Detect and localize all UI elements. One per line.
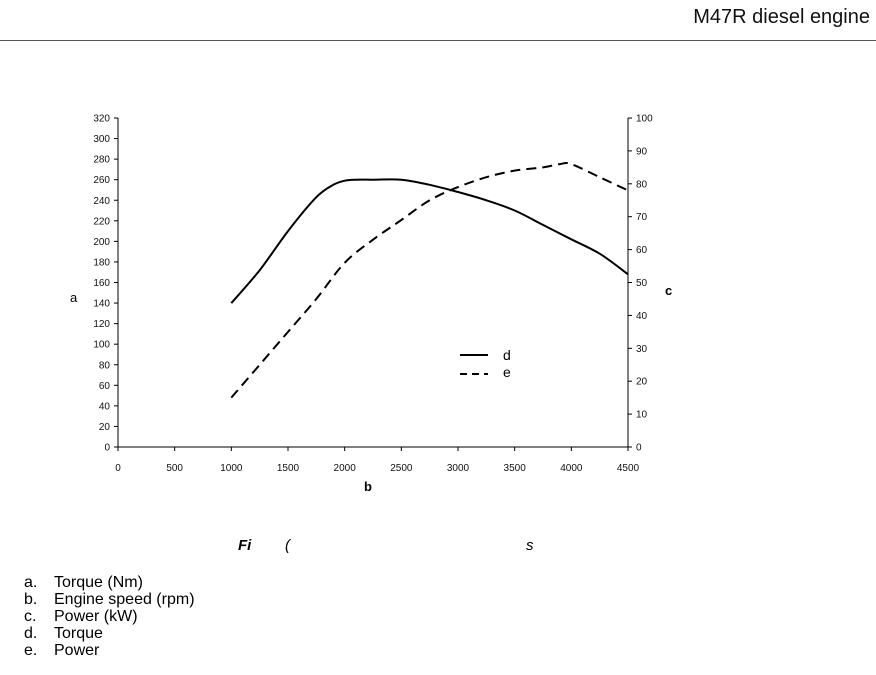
legend-list-item: d. Torque (24, 625, 195, 642)
legend-list-item: c. Power (kW) (24, 608, 195, 625)
legend-list-key: b. (24, 591, 38, 608)
y-tick-label: 320 (93, 114, 110, 125)
legend-list-text: Power (54, 642, 100, 659)
legend-list-text: Torque (54, 625, 103, 642)
x-tick-label: 3000 (447, 463, 470, 474)
y2-tick-label: 70 (636, 212, 648, 223)
y2-tick-label: 50 (636, 278, 648, 289)
chart-axes (117, 118, 629, 448)
y-tick-label: 180 (93, 257, 110, 268)
chart-series (230, 161, 629, 399)
y2-tick-label: 20 (636, 377, 648, 388)
x-tick-label: 0 (115, 463, 121, 474)
legend-list-item: e. Power (24, 642, 195, 659)
y-tick-label: 60 (99, 381, 111, 392)
y-tick-label: 300 (93, 134, 110, 145)
x-tick-label: 2000 (334, 463, 357, 474)
x-tick-label: 1000 (220, 463, 243, 474)
y-tick-label: 120 (93, 319, 110, 330)
legend-list-key: c. (24, 608, 37, 625)
y-tick-label: 220 (93, 216, 110, 227)
y-tick-label: 280 (93, 155, 110, 166)
x-tick-label: 500 (166, 463, 183, 474)
legend-list: a. Torque (Nm) b. Engine speed (rpm) c. … (24, 574, 195, 659)
figure-caption-mid: ( (285, 537, 290, 554)
x-tick-label: 2500 (390, 463, 413, 474)
y-tick-label: 20 (99, 422, 111, 433)
legend-list-key: a. (24, 574, 38, 591)
x-tick-label: 4000 (560, 463, 583, 474)
x-axis-label: b (364, 479, 372, 494)
y2-axis-label: c (665, 283, 672, 298)
legend-list-text: Power (kW) (54, 608, 138, 625)
y2-tick-label: 40 (636, 311, 648, 322)
y-tick-label: 100 (93, 340, 110, 351)
document-title: M47R diesel engine (693, 6, 870, 28)
y2-tick-label: 10 (636, 410, 648, 421)
y-tick-label: 80 (99, 360, 111, 371)
x-tick-label: 3500 (504, 463, 527, 474)
x-tick-label: 4500 (617, 463, 640, 474)
legend-list-text: Torque (Nm) (54, 574, 143, 591)
y-tick-label: 40 (99, 401, 111, 412)
x-tick-label: 1500 (277, 463, 300, 474)
y2-tick-label: 0 (636, 443, 642, 454)
legend-torque-label: d (503, 347, 511, 363)
y-tick-label: 160 (93, 278, 110, 289)
y2-tick-label: 60 (636, 245, 648, 256)
chart-ticks: 0204060801001201401601802002202402602803… (93, 114, 653, 475)
y2-tick-label: 80 (636, 179, 648, 190)
y-tick-label: 200 (93, 237, 110, 248)
legend-list-key: d. (24, 625, 38, 642)
y2-tick-label: 100 (636, 114, 653, 125)
y-tick-label: 260 (93, 175, 110, 186)
figure-caption-start: Fi (238, 537, 252, 554)
power-series-line (230, 161, 629, 399)
figure-caption-end: s (526, 537, 534, 554)
legend-list-item: b. Engine speed (rpm) (24, 591, 195, 608)
header-divider (0, 40, 876, 41)
torque-series-line (230, 178, 629, 304)
legend-list-key: e. (24, 642, 38, 659)
y-tick-label: 0 (104, 443, 110, 454)
legend-list-item: a. Torque (Nm) (24, 574, 195, 591)
y2-tick-label: 90 (636, 146, 648, 157)
y2-tick-label: 30 (636, 344, 648, 355)
y-tick-label: 140 (93, 299, 110, 310)
chart-legend: d e (460, 347, 511, 380)
legend-list-text: Engine speed (rpm) (54, 591, 195, 608)
legend-power-label: e (503, 364, 511, 380)
y-tick-label: 240 (93, 196, 110, 207)
y-axis-label: a (70, 290, 78, 305)
